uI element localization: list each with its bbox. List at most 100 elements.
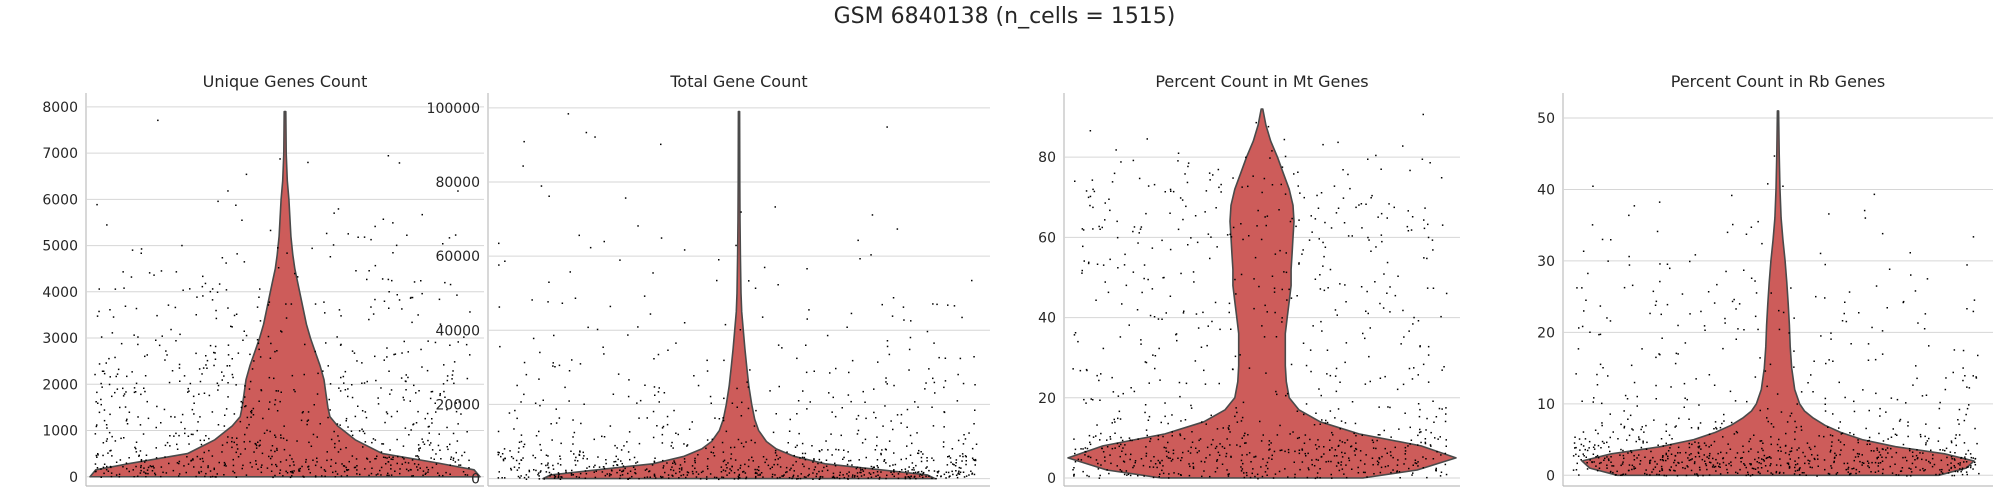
- data-point: [1120, 436, 1122, 439]
- data-point: [1344, 442, 1346, 444]
- data-point: [1681, 461, 1683, 463]
- data-point: [1212, 174, 1214, 176]
- data-point: [561, 476, 563, 478]
- data-point: [746, 381, 748, 383]
- data-point: [638, 442, 641, 445]
- data-point: [1767, 420, 1769, 423]
- data-point: [1778, 309, 1780, 312]
- data-point: [1639, 463, 1641, 465]
- data-point: [859, 467, 862, 469]
- data-point: [427, 340, 429, 342]
- data-point: [579, 363, 582, 365]
- data-point: [1102, 264, 1105, 266]
- data-point: [1307, 452, 1309, 455]
- data-point: [390, 458, 392, 460]
- data-point: [1898, 420, 1901, 422]
- data-point: [456, 294, 458, 296]
- data-point: [855, 467, 858, 470]
- data-point: [1665, 453, 1667, 456]
- data-point: [155, 447, 157, 449]
- data-point: [135, 451, 138, 453]
- data-point: [1601, 440, 1604, 443]
- data-point: [1319, 423, 1321, 425]
- data-point: [460, 413, 462, 415]
- data-point: [1344, 452, 1346, 454]
- data-point: [1397, 275, 1399, 277]
- data-point: [512, 457, 515, 460]
- data-point: [1640, 446, 1643, 449]
- data-point: [948, 475, 951, 477]
- data-point: [730, 453, 733, 455]
- data-point: [344, 370, 347, 373]
- data-point: [430, 391, 433, 393]
- data-point: [918, 449, 920, 452]
- data-point: [863, 474, 865, 476]
- data-point: [1383, 273, 1385, 275]
- data-point: [1140, 226, 1143, 228]
- data-point: [232, 464, 235, 467]
- data-point: [1775, 471, 1777, 474]
- data-point: [523, 140, 525, 143]
- data-point: [1253, 456, 1255, 458]
- data-point: [187, 435, 190, 437]
- data-point: [912, 467, 915, 469]
- data-point: [730, 457, 732, 460]
- data-point: [758, 469, 760, 472]
- data-point: [340, 376, 342, 379]
- data-point: [1102, 347, 1105, 350]
- data-point: [1574, 447, 1576, 449]
- data-point: [341, 463, 343, 465]
- data-point: [294, 390, 296, 393]
- data-point: [1203, 369, 1205, 372]
- data-point: [1311, 463, 1313, 466]
- data-point: [1607, 458, 1610, 460]
- data-point: [1212, 439, 1214, 441]
- data-point: [723, 397, 725, 400]
- data-point: [1879, 454, 1882, 456]
- data-point: [401, 352, 403, 354]
- data-point: [1784, 445, 1787, 447]
- data-point: [936, 471, 939, 473]
- data-point: [564, 386, 566, 389]
- data-point: [1088, 475, 1090, 478]
- data-point: [502, 459, 505, 462]
- data-point: [947, 471, 950, 474]
- data-point: [443, 364, 445, 366]
- data-point: [1869, 443, 1871, 445]
- data-point: [274, 474, 276, 477]
- data-point: [1654, 304, 1657, 306]
- data-point: [459, 464, 462, 466]
- data-point: [803, 476, 806, 478]
- data-point: [1342, 169, 1344, 171]
- data-point: [897, 477, 900, 480]
- data-point: [843, 456, 845, 459]
- data-point: [255, 447, 258, 449]
- data-point: [100, 382, 102, 385]
- data-point: [943, 426, 945, 428]
- data-point: [934, 392, 936, 394]
- data-point: [1788, 465, 1791, 468]
- data-point: [804, 458, 807, 461]
- data-point: [1661, 456, 1664, 459]
- data-point: [109, 465, 112, 468]
- data-point: [706, 476, 708, 478]
- data-point: [1717, 452, 1719, 455]
- data-point: [614, 460, 617, 463]
- data-point: [1870, 471, 1872, 473]
- data-point: [1833, 460, 1835, 463]
- data-point: [327, 365, 329, 367]
- data-point: [324, 470, 327, 472]
- data-point: [101, 370, 104, 372]
- data-point: [565, 471, 567, 473]
- data-point: [628, 379, 630, 381]
- data-point: [893, 384, 895, 387]
- data-point: [1348, 459, 1351, 462]
- data-point: [733, 446, 736, 449]
- data-point: [1944, 449, 1946, 452]
- data-point: [165, 350, 167, 352]
- data-point: [1073, 473, 1075, 476]
- data-point: [1593, 448, 1596, 450]
- data-point: [1337, 408, 1340, 410]
- data-point: [1674, 470, 1676, 472]
- data-point: [1961, 467, 1964, 469]
